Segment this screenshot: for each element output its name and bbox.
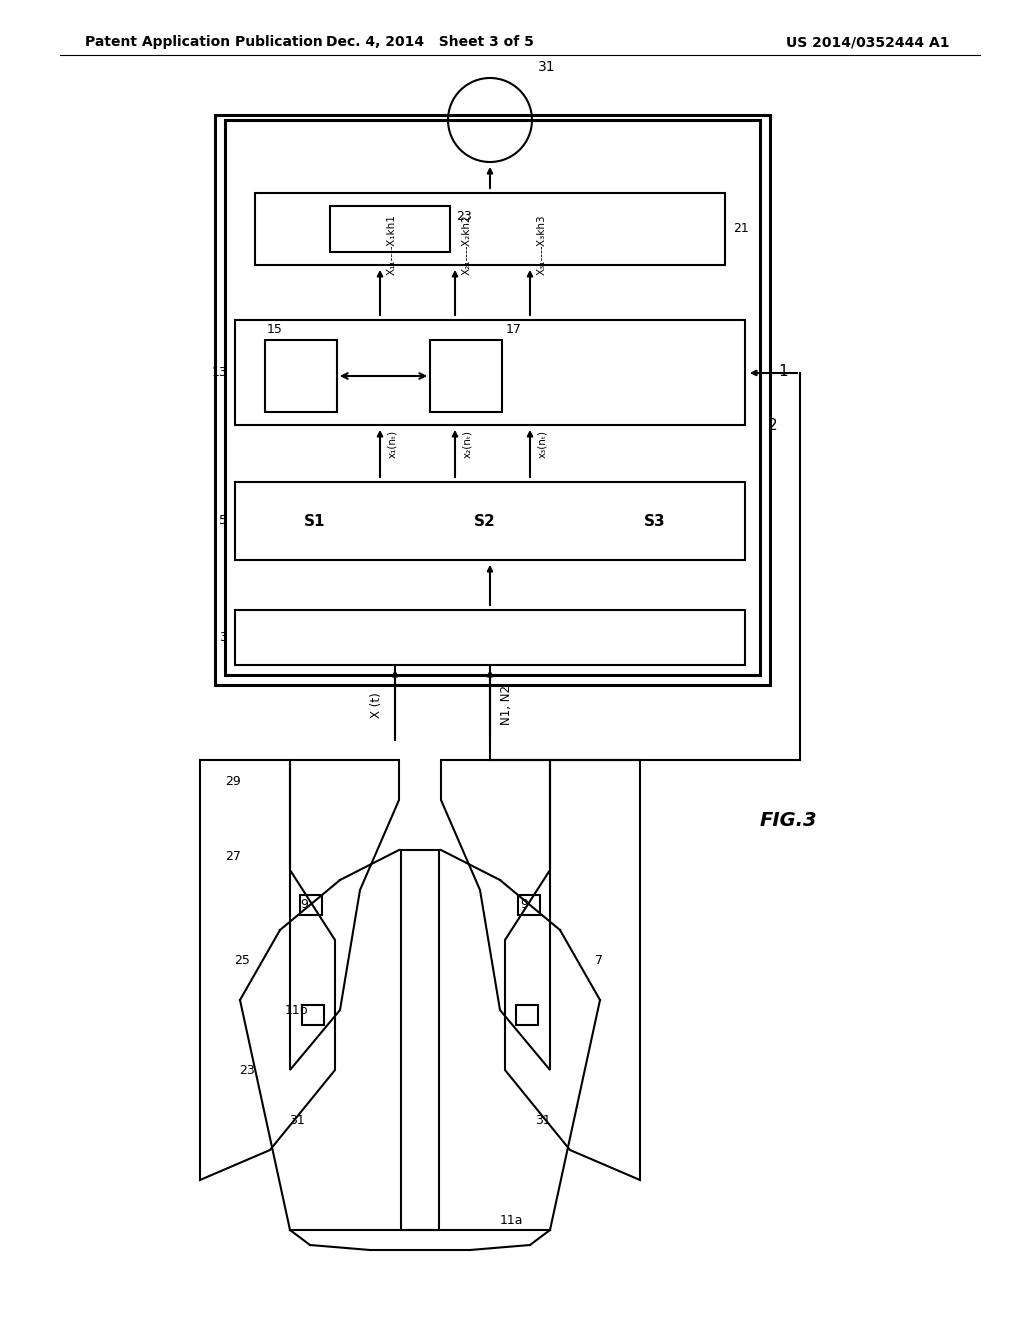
Text: 25: 25 xyxy=(234,953,250,966)
Bar xyxy=(255,193,725,265)
Text: 29: 29 xyxy=(225,775,241,788)
Bar xyxy=(234,319,745,425)
Bar xyxy=(234,610,745,665)
Text: 15: 15 xyxy=(267,323,283,337)
Text: 11b: 11b xyxy=(285,1003,308,1016)
Text: 23: 23 xyxy=(456,210,472,223)
Text: Dec. 4, 2014   Sheet 3 of 5: Dec. 4, 2014 Sheet 3 of 5 xyxy=(326,36,534,49)
Text: 31: 31 xyxy=(535,1114,551,1126)
Text: FIG.3: FIG.3 xyxy=(760,810,817,829)
Bar xyxy=(225,120,760,675)
Text: x₃(nₜ): x₃(nₜ) xyxy=(537,430,547,458)
Bar xyxy=(518,895,540,915)
Text: 9: 9 xyxy=(300,899,308,912)
Text: 27: 27 xyxy=(225,850,241,863)
Text: US 2014/0352444 A1: US 2014/0352444 A1 xyxy=(786,36,950,49)
Text: 13: 13 xyxy=(211,366,227,379)
Text: X (t): X (t) xyxy=(370,692,383,718)
Text: S1: S1 xyxy=(304,513,326,528)
Text: 11a: 11a xyxy=(500,1213,523,1226)
Text: 1: 1 xyxy=(778,364,787,379)
Text: X₃₁----X₃kh3: X₃₁----X₃kh3 xyxy=(537,215,547,276)
Text: S2: S2 xyxy=(474,513,496,528)
Bar xyxy=(401,850,439,1230)
Text: 5: 5 xyxy=(219,515,227,528)
Bar xyxy=(430,341,502,412)
Text: x₁(nₜ): x₁(nₜ) xyxy=(387,430,397,458)
Text: 23: 23 xyxy=(240,1064,255,1077)
Text: 9: 9 xyxy=(520,899,528,912)
Text: 31: 31 xyxy=(289,1114,305,1126)
Text: 2: 2 xyxy=(768,417,777,433)
Text: X₂₁----X₂kh2: X₂₁----X₂kh2 xyxy=(462,215,472,276)
Bar xyxy=(516,1005,538,1026)
Text: 17: 17 xyxy=(506,323,522,337)
Bar xyxy=(302,1005,324,1026)
Text: 31: 31 xyxy=(538,59,556,74)
Text: Patent Application Publication: Patent Application Publication xyxy=(85,36,323,49)
Text: 21: 21 xyxy=(733,223,749,235)
Bar xyxy=(234,482,745,560)
Text: 7: 7 xyxy=(595,953,603,966)
Bar xyxy=(300,895,322,915)
Text: x₂(nₜ): x₂(nₜ) xyxy=(462,430,472,458)
Bar xyxy=(330,206,450,252)
Text: N1, N2: N1, N2 xyxy=(500,685,513,725)
Bar xyxy=(265,341,337,412)
Bar xyxy=(215,115,770,685)
Text: X₁₁----X₁kh1: X₁₁----X₁kh1 xyxy=(387,215,397,276)
Text: S3: S3 xyxy=(644,513,666,528)
Text: 3: 3 xyxy=(219,631,227,644)
